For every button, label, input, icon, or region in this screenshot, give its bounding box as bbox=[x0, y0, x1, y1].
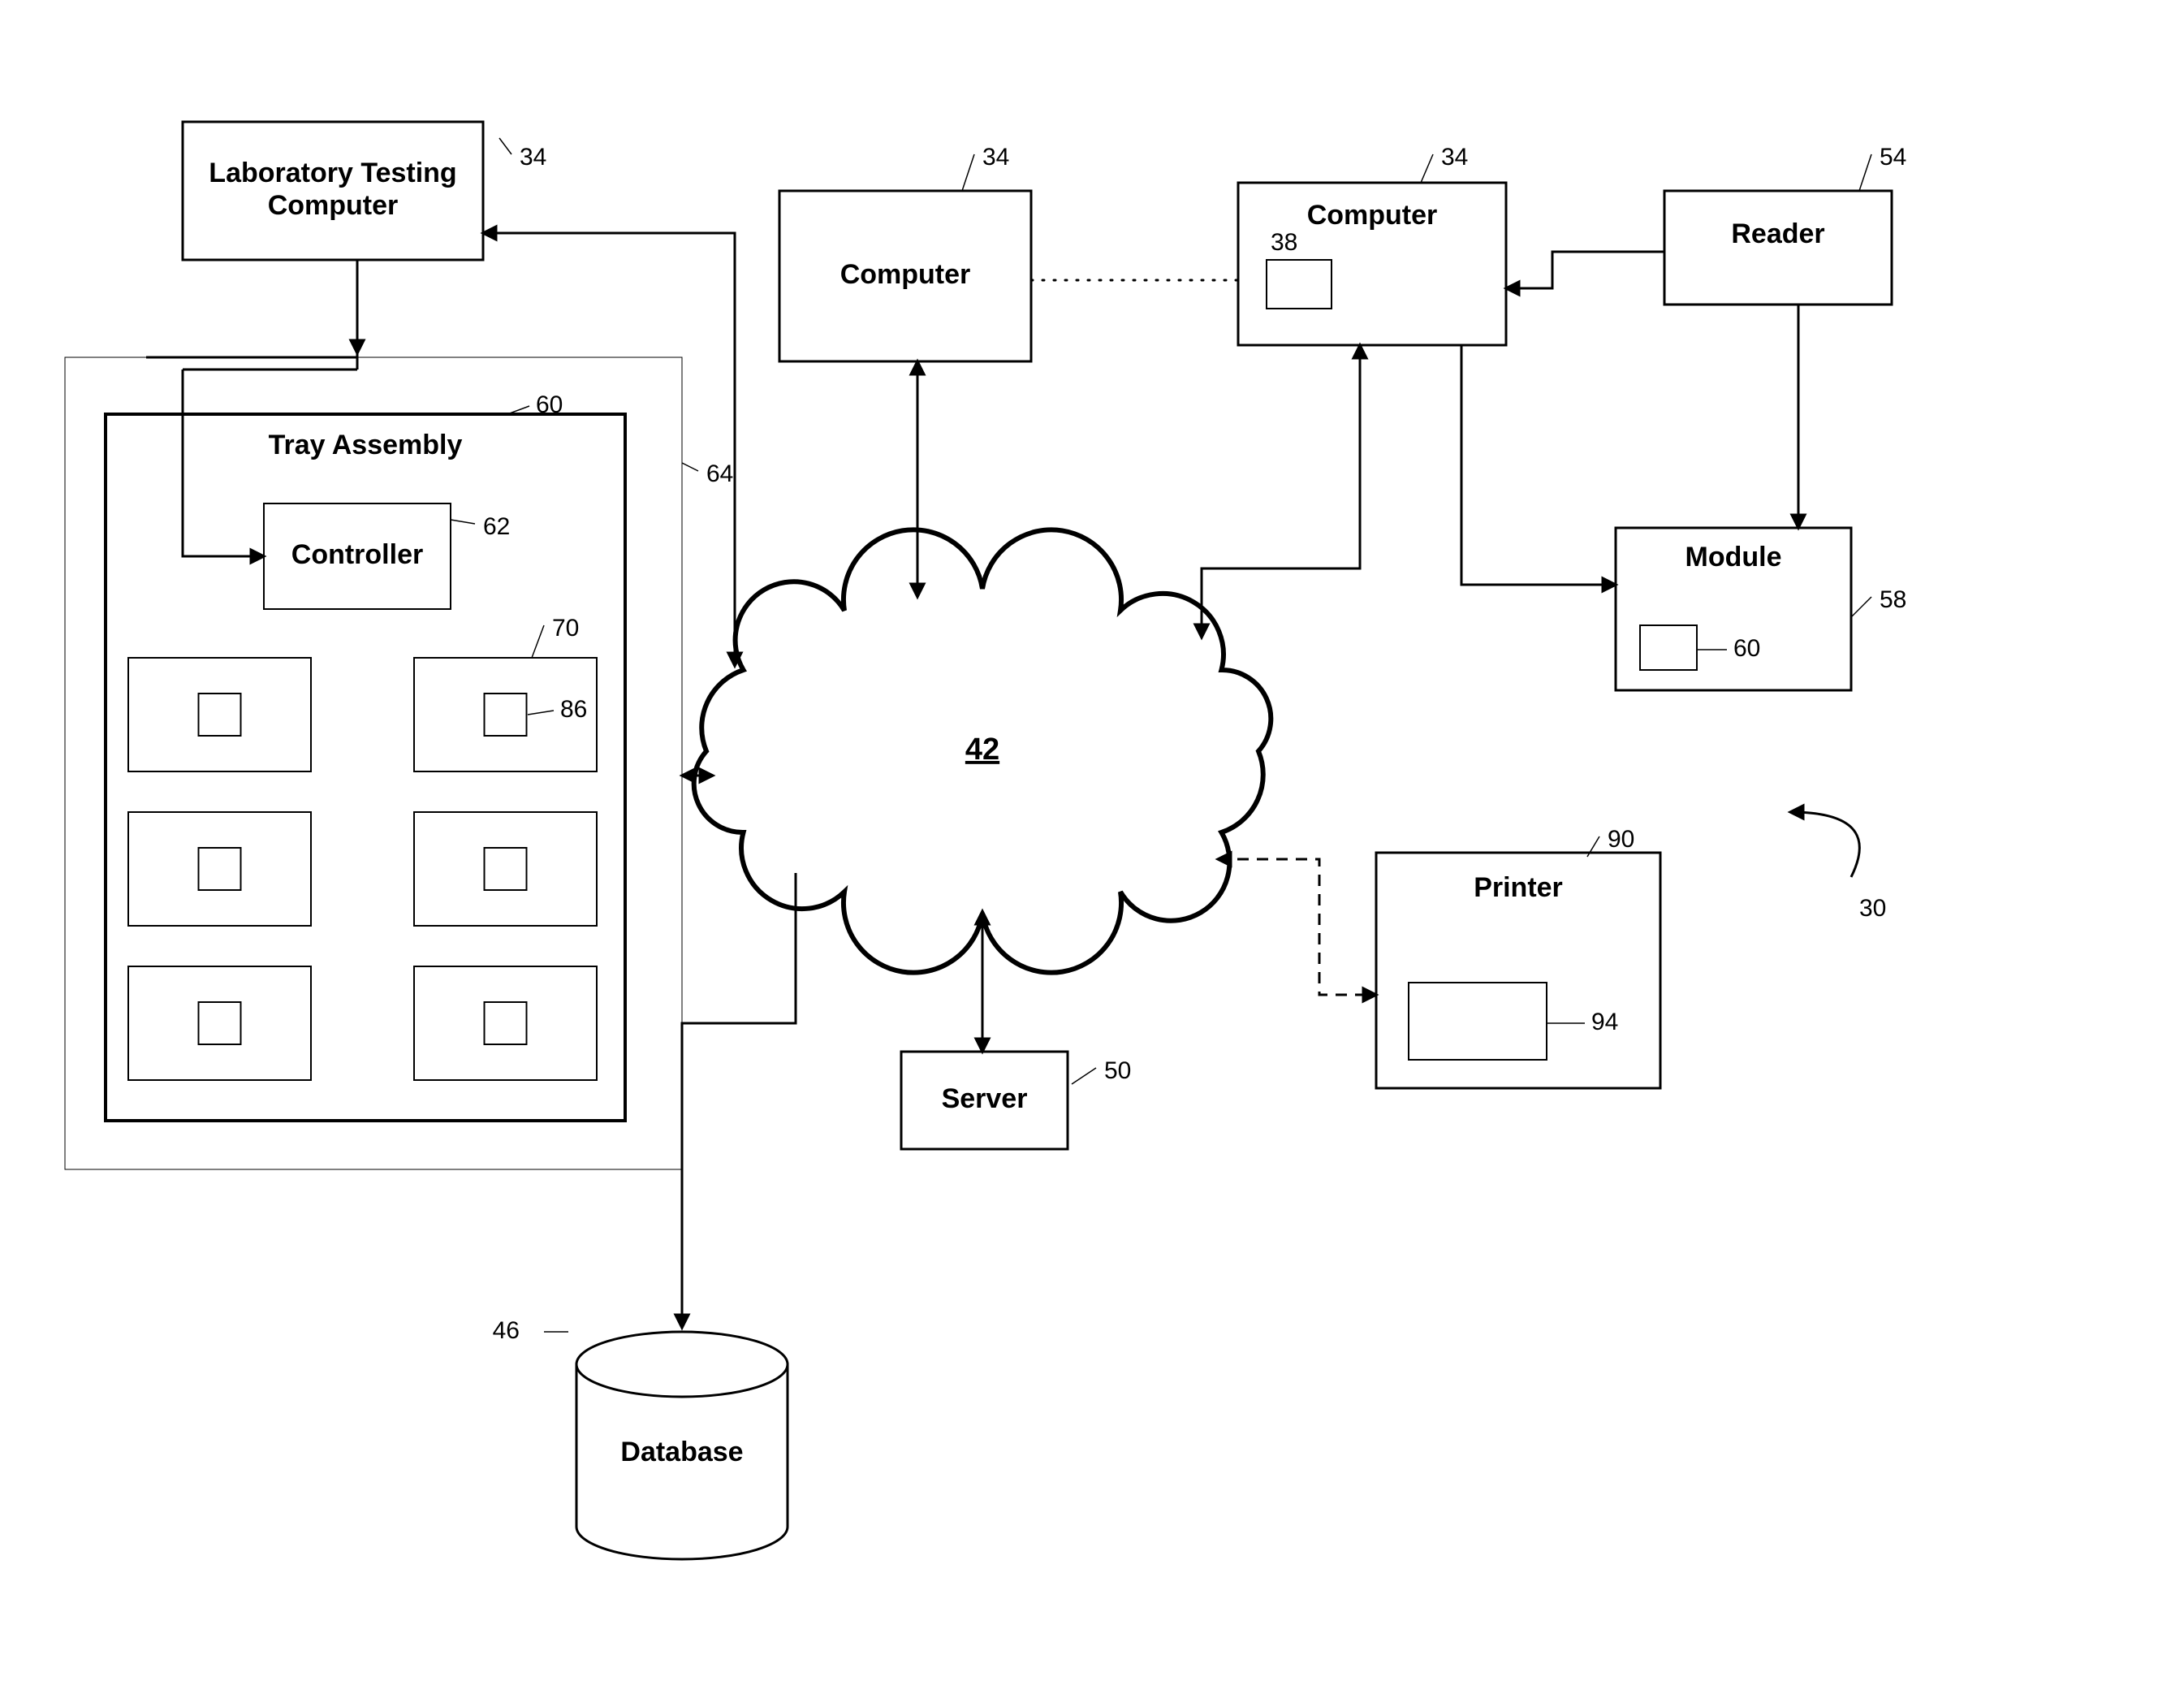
svg-text:62: 62 bbox=[483, 513, 510, 540]
svg-text:Database: Database bbox=[620, 1437, 743, 1467]
svg-text:Controller: Controller bbox=[291, 539, 423, 570]
svg-text:Computer: Computer bbox=[1307, 200, 1438, 231]
svg-text:34: 34 bbox=[982, 144, 1009, 171]
svg-text:64: 64 bbox=[706, 460, 733, 487]
svg-text:34: 34 bbox=[520, 144, 546, 171]
svg-text:50: 50 bbox=[1104, 1057, 1131, 1084]
svg-text:90: 90 bbox=[1608, 826, 1634, 853]
svg-text:54: 54 bbox=[1880, 144, 1906, 171]
svg-text:94: 94 bbox=[1591, 1009, 1618, 1035]
svg-text:Computer: Computer bbox=[840, 259, 971, 290]
svg-text:60: 60 bbox=[536, 391, 563, 418]
svg-text:46: 46 bbox=[493, 1317, 520, 1344]
svg-text:34: 34 bbox=[1441, 144, 1468, 171]
svg-text:Laboratory Testing: Laboratory Testing bbox=[209, 158, 456, 188]
svg-text:70: 70 bbox=[552, 615, 579, 642]
svg-text:60: 60 bbox=[1733, 635, 1760, 662]
svg-text:86: 86 bbox=[560, 696, 587, 723]
svg-text:Printer: Printer bbox=[1474, 872, 1563, 903]
svg-text:Reader: Reader bbox=[1731, 218, 1824, 249]
svg-text:Computer: Computer bbox=[268, 190, 399, 221]
svg-text:58: 58 bbox=[1880, 586, 1906, 613]
svg-text:38: 38 bbox=[1271, 229, 1297, 256]
svg-text:30: 30 bbox=[1859, 895, 1886, 922]
svg-text:Server: Server bbox=[942, 1083, 1028, 1114]
svg-text:Tray Assembly: Tray Assembly bbox=[269, 430, 463, 460]
svg-text:Module: Module bbox=[1685, 542, 1782, 573]
svg-text:42: 42 bbox=[965, 732, 999, 767]
